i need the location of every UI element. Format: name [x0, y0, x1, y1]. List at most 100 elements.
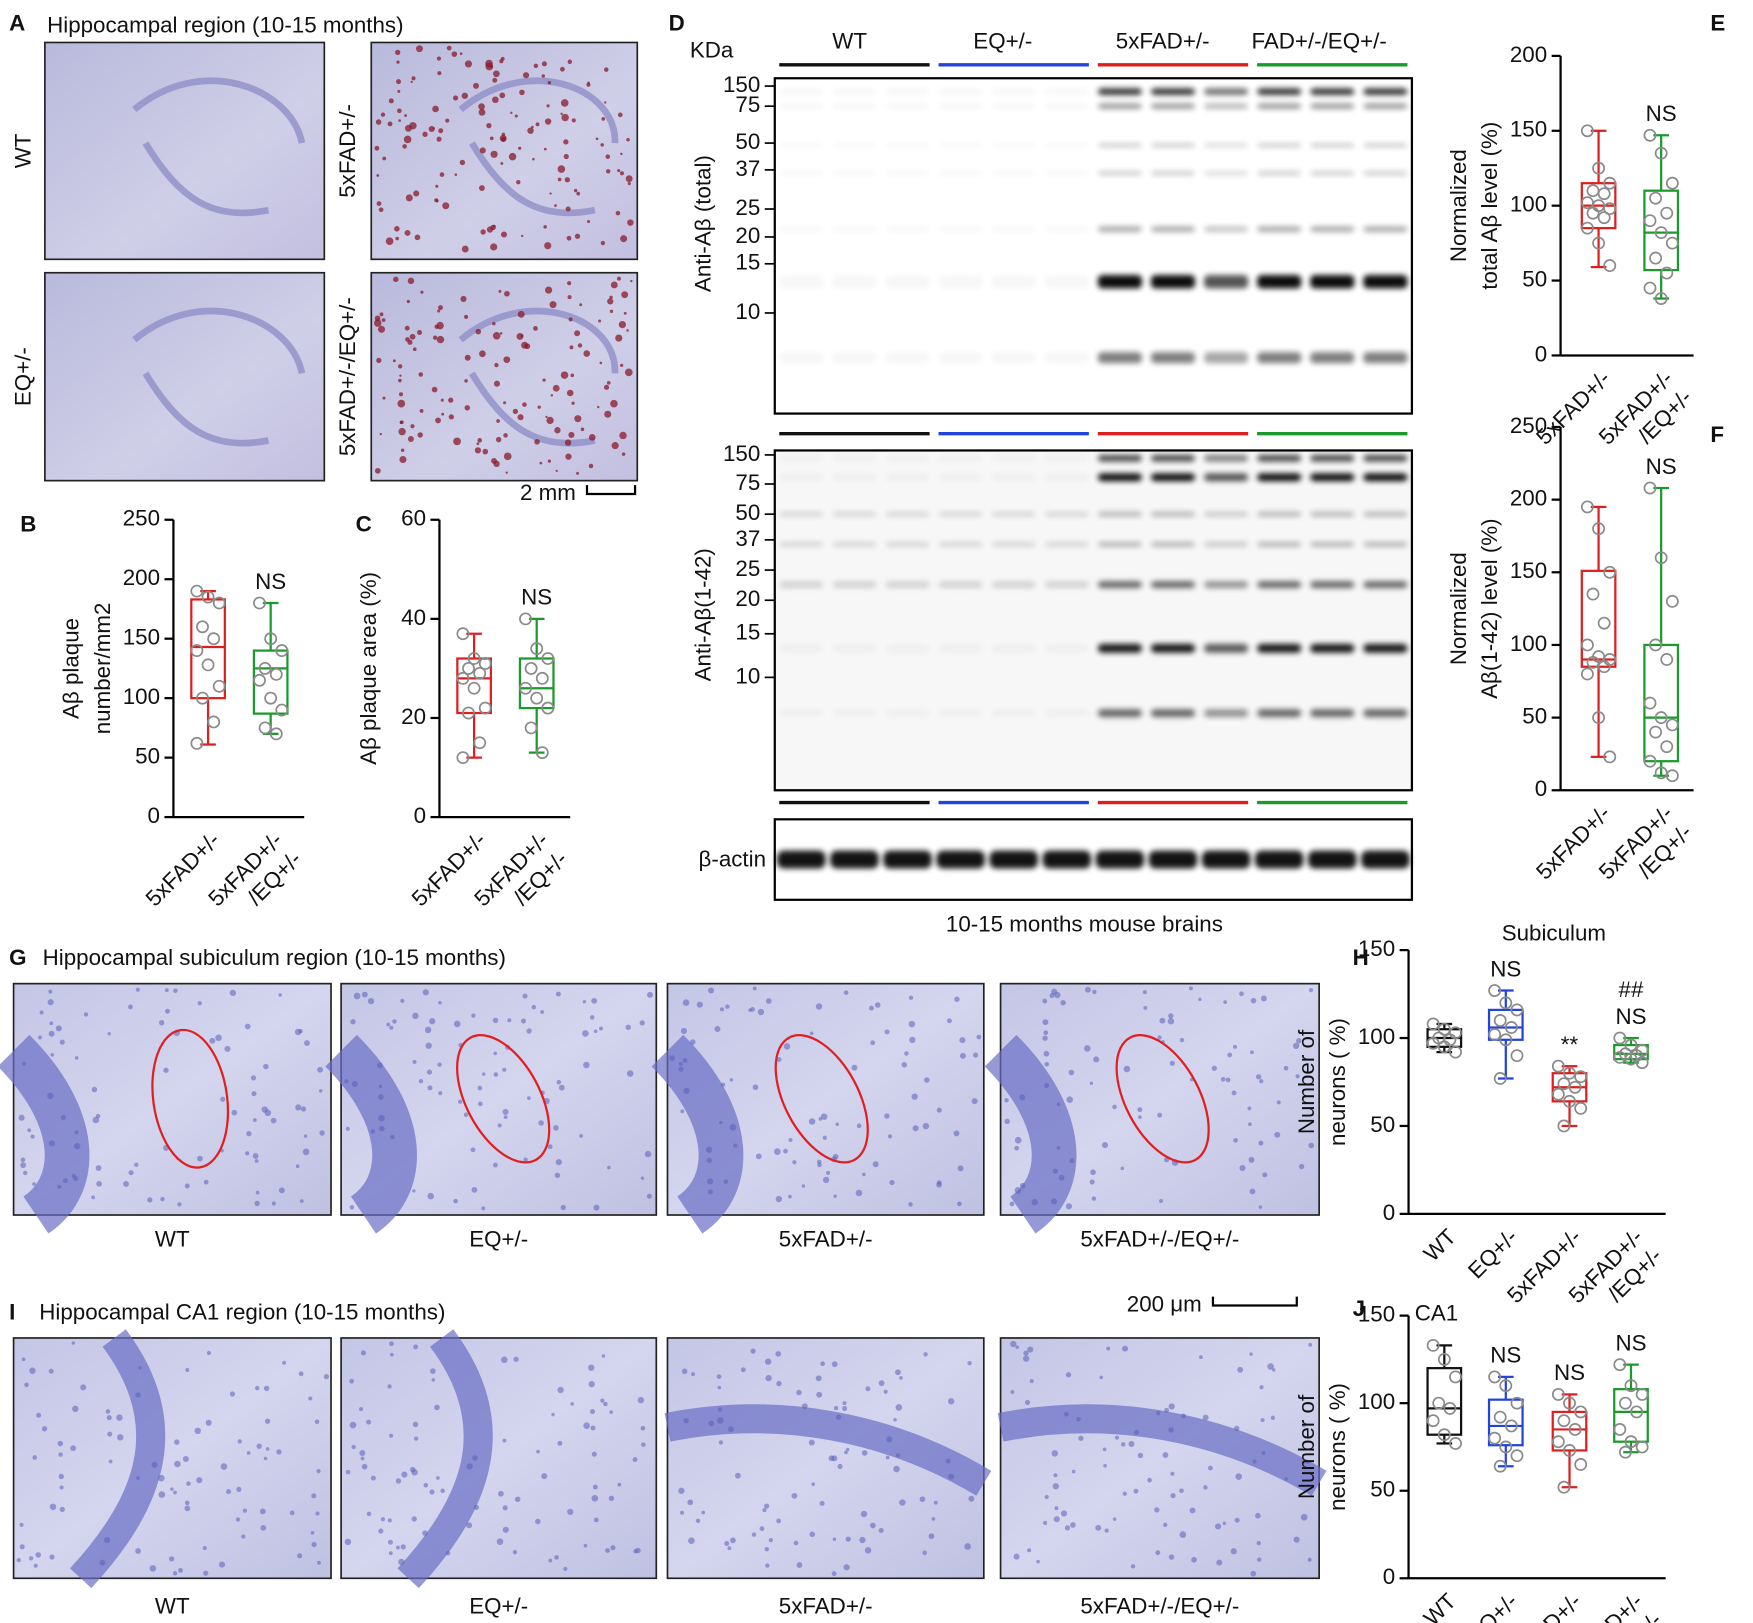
- blot-label: β-actin: [699, 847, 767, 872]
- cell: [904, 1051, 909, 1056]
- cell: [523, 1157, 528, 1162]
- cell: [246, 1451, 251, 1455]
- plaque-stain: [436, 335, 445, 344]
- cell-layer: [397, 1329, 493, 1589]
- cell: [205, 1419, 212, 1426]
- cell: [708, 987, 715, 994]
- plaque-stain: [543, 225, 547, 229]
- cell: [1043, 1030, 1049, 1036]
- data-point: [1660, 740, 1674, 754]
- cell: [557, 1440, 563, 1446]
- plaque-stain: [503, 401, 507, 405]
- plaque-stain: [494, 362, 499, 368]
- cell: [1019, 1182, 1026, 1189]
- plaque-stain: [399, 374, 402, 377]
- cell: [1168, 1554, 1175, 1560]
- plaque-stain: [620, 363, 624, 367]
- plaque-stain: [571, 118, 576, 123]
- cell: [319, 1089, 323, 1093]
- cell: [833, 1405, 839, 1411]
- cell: [1227, 1052, 1233, 1058]
- data-point: [1499, 996, 1513, 1010]
- cell: [641, 1442, 646, 1447]
- blot-band: [832, 143, 876, 147]
- cell: [425, 1042, 432, 1049]
- cell: [1256, 1540, 1261, 1546]
- cell: [344, 1079, 349, 1084]
- data-point: [456, 627, 470, 641]
- y-tick-label: 150: [1510, 117, 1547, 142]
- blot-band: [1310, 542, 1355, 547]
- data-point: [478, 701, 492, 715]
- cell: [202, 1546, 207, 1551]
- cell: [1292, 1042, 1300, 1050]
- cell: [178, 1568, 183, 1573]
- cell: [1234, 1517, 1240, 1523]
- y-axis-label: Aβ(1-42) level (%): [1477, 518, 1502, 698]
- cell: [964, 1543, 971, 1550]
- plaque-stain: [422, 131, 428, 137]
- cell: [107, 1431, 113, 1437]
- data-point: [1426, 1017, 1440, 1031]
- cell: [1248, 1122, 1252, 1127]
- cell: [149, 1565, 157, 1572]
- cell: [316, 1468, 321, 1474]
- blot-band: [1097, 511, 1142, 517]
- plaque-stain: [560, 99, 569, 107]
- cell: [520, 1018, 526, 1024]
- cell: [136, 1476, 140, 1480]
- plaque-stain: [615, 210, 621, 216]
- plaque-stain: [461, 245, 469, 253]
- plaque-stain: [491, 457, 497, 464]
- blot-band: [832, 88, 876, 95]
- cell: [1130, 1564, 1136, 1569]
- plaque-stain: [409, 333, 416, 340]
- cell: [49, 1503, 57, 1511]
- plaque-stain: [434, 198, 439, 203]
- data-point: [1574, 1405, 1588, 1419]
- blot-band: [1150, 352, 1196, 364]
- plaque-stain: [493, 380, 500, 387]
- cell: [237, 1439, 242, 1444]
- plaque-stain: [576, 471, 579, 475]
- data-point: [1580, 124, 1594, 138]
- cell: [1259, 1385, 1264, 1390]
- cell: [378, 1094, 384, 1100]
- cell: [607, 1165, 611, 1170]
- blot-band: [1363, 643, 1408, 653]
- panel-letter: G: [9, 945, 26, 970]
- blot-band: [885, 511, 930, 517]
- cell: [1179, 1531, 1187, 1538]
- plaque-stain: [504, 290, 510, 297]
- cell: [869, 1005, 874, 1011]
- cell: [1234, 1425, 1240, 1432]
- blot-band: [779, 473, 823, 481]
- cell: [466, 1522, 473, 1529]
- blot-band: [1148, 850, 1198, 869]
- cell: [856, 1123, 862, 1129]
- cell: [885, 1455, 890, 1460]
- plaque-stain: [565, 453, 572, 460]
- cell: [493, 1162, 498, 1168]
- y-tick-label: 200: [1510, 42, 1547, 67]
- blot-band: [1363, 473, 1408, 482]
- blot-band: [1257, 171, 1302, 176]
- cell: [1170, 1471, 1175, 1476]
- cell: [18, 1114, 25, 1121]
- plaque-stain: [492, 224, 496, 228]
- data-point: [1613, 1031, 1627, 1045]
- cell: [226, 1489, 232, 1495]
- cell: [540, 1010, 545, 1014]
- cell: [864, 1547, 872, 1554]
- cell: [1071, 1469, 1076, 1474]
- blot-band: [1363, 542, 1408, 547]
- plaque-stain: [374, 145, 380, 151]
- plaque-stain: [625, 175, 633, 183]
- cell: [30, 1134, 35, 1139]
- cell: [590, 1409, 596, 1415]
- marker-label: 15: [735, 250, 760, 275]
- cell: [1056, 1146, 1061, 1150]
- plaque-stain: [615, 334, 623, 342]
- cell: [73, 1175, 79, 1182]
- blot-band: [992, 171, 1036, 175]
